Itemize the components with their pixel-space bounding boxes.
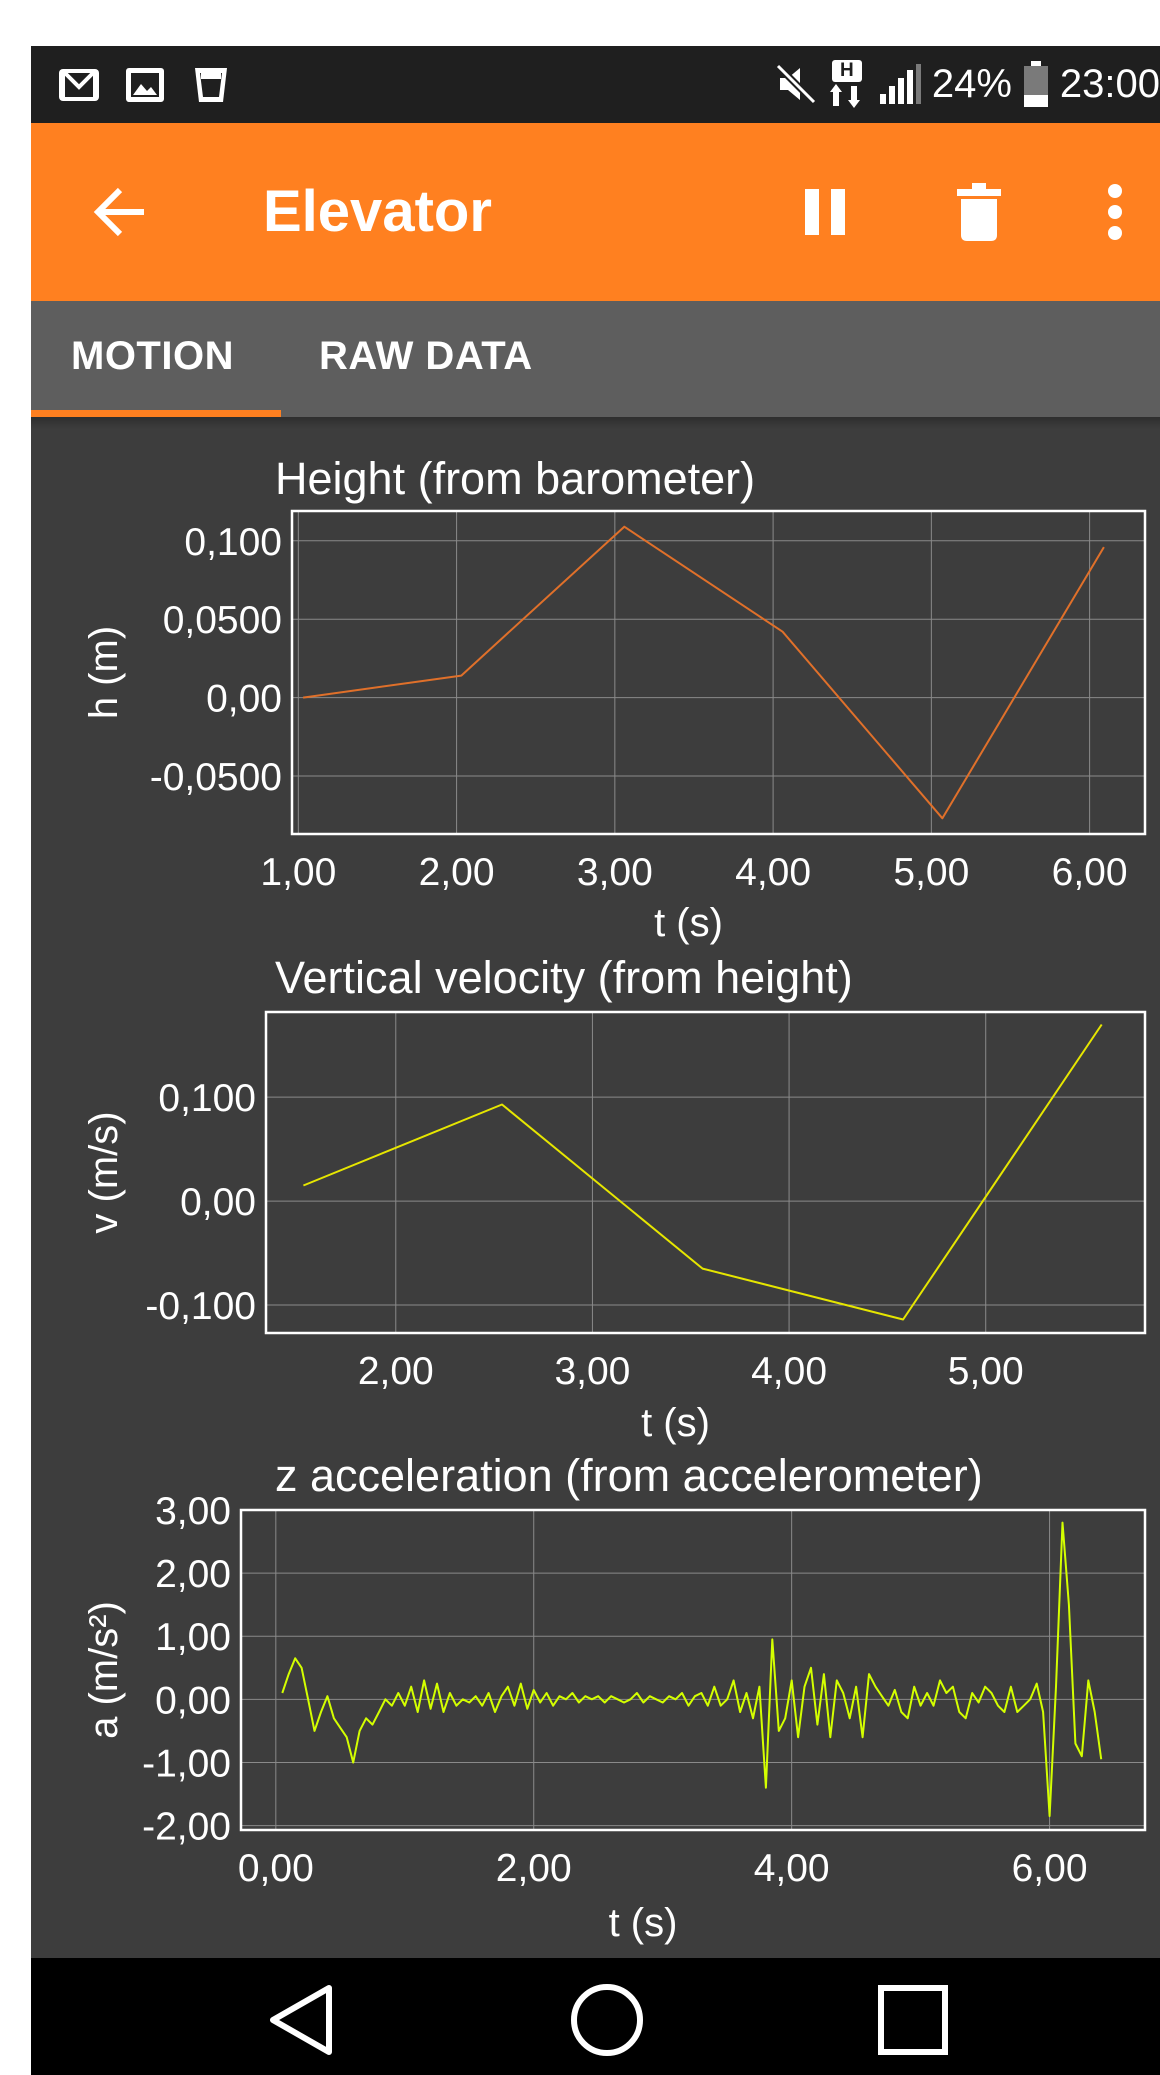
y-tick-label: 3,00 <box>155 1490 231 1533</box>
battery-icon <box>1023 61 1048 107</box>
y-tick-label: 2,00 <box>155 1553 231 1596</box>
x-tick-label: 4,00 <box>754 1847 830 1890</box>
x-tick-label: 0,00 <box>238 1847 314 1890</box>
status-bar: H 24% 23:00 <box>31 46 1160 123</box>
back-arrow-icon <box>93 187 144 237</box>
y-axis-label: h (m) <box>82 626 126 719</box>
signal-icon <box>879 64 921 104</box>
x-tick-label: 3,00 <box>577 851 653 894</box>
tab-bar: MOTION RAW DATA <box>31 301 1160 417</box>
recents-square-icon <box>878 1985 948 2055</box>
delete-button[interactable] <box>934 167 1024 257</box>
tab-indicator <box>31 410 281 417</box>
tab-shadow <box>31 417 1160 429</box>
pause-icon <box>805 189 845 235</box>
navigation-bar <box>31 1958 1160 2075</box>
chart-title: Vertical velocity (from height) <box>275 952 853 1003</box>
x-axis-label: t (s) <box>654 901 723 945</box>
x-tick-label: 2,00 <box>419 851 495 894</box>
more-options-button[interactable] <box>1070 167 1160 257</box>
back-button[interactable] <box>75 167 165 257</box>
home-circle-icon <box>571 1984 643 2056</box>
series-line <box>281 1521 1103 1818</box>
y-tick-label: -1,00 <box>142 1742 231 1785</box>
x-tick-label: 2,00 <box>496 1847 572 1890</box>
mute-icon <box>775 63 817 105</box>
motion-charts: 1,00 2,00 3,00 4,00 5,00 6,000,1000,05000,00-… <box>82 453 1147 1945</box>
x-tick-label: 2,00 <box>358 1350 434 1393</box>
x-tick-label: 4,00 <box>735 851 811 894</box>
x-tick-label: 6,00 <box>1012 1847 1088 1890</box>
y-tick-label: 0,00 <box>180 1181 256 1224</box>
y-tick-label: -0,0500 <box>150 756 282 799</box>
series-line <box>302 525 1105 820</box>
nav-back-button[interactable] <box>262 1980 342 2060</box>
tab-motion[interactable]: MOTION <box>71 334 234 378</box>
plot-frame <box>264 1010 1147 1335</box>
gallery-icon <box>126 68 164 102</box>
y-tick-label: 0,100 <box>158 1077 256 1120</box>
x-tick-label: 3,00 <box>554 1350 630 1393</box>
plot-frame <box>290 509 1147 836</box>
y-tick-label: 0,00 <box>155 1679 231 1722</box>
chart-title: Height (from barometer) <box>275 453 755 504</box>
x-tick-label: 5,00 <box>948 1350 1024 1393</box>
y-tick-label: 0,0500 <box>163 599 282 642</box>
nav-home-button[interactable] <box>567 1980 647 2060</box>
y-tick-label: 0,100 <box>184 521 282 564</box>
y-tick-label: -2,00 <box>142 1806 231 1849</box>
x-tick-label: 4,00 <box>751 1350 827 1393</box>
y-tick-label: 1,00 <box>155 1616 231 1659</box>
clock: 23:00 <box>1059 61 1160 106</box>
data-arrows-icon: H <box>828 60 868 108</box>
x-tick-label: 6,00 <box>1052 851 1128 894</box>
more-vert-icon <box>1108 184 1122 240</box>
cup-icon <box>195 68 227 102</box>
x-axis-label: t (s) <box>609 1901 678 1945</box>
page-title: Elevator <box>263 179 492 244</box>
tab-raw-data[interactable]: RAW DATA <box>319 334 533 378</box>
delete-icon <box>957 183 1001 241</box>
y-axis-label: v (m/s) <box>82 1111 126 1233</box>
nav-recents-button[interactable] <box>873 1980 953 2060</box>
chart-title: z acceleration (from accelerometer) <box>275 1450 983 1501</box>
plot-frame <box>239 1508 1147 1832</box>
network-badge: H <box>831 60 862 82</box>
gmail-icon <box>59 69 99 101</box>
phone-screen: H 24% 23:00 <box>31 46 1160 2075</box>
x-axis-label: t (s) <box>641 1401 710 1445</box>
y-axis-label: a (m/s²) <box>82 1601 126 1739</box>
y-tick-label: -0,100 <box>145 1285 256 1328</box>
series-line <box>303 1023 1103 1321</box>
back-triangle-icon <box>270 1985 332 2055</box>
app-bar: Elevator <box>31 123 1160 301</box>
x-tick-label: 1,00 <box>260 851 336 894</box>
y-tick-label: 0,00 <box>206 678 282 721</box>
x-tick-label: 5,00 <box>893 851 969 894</box>
pause-button[interactable] <box>780 167 870 257</box>
battery-percent: 24% <box>931 61 1012 106</box>
